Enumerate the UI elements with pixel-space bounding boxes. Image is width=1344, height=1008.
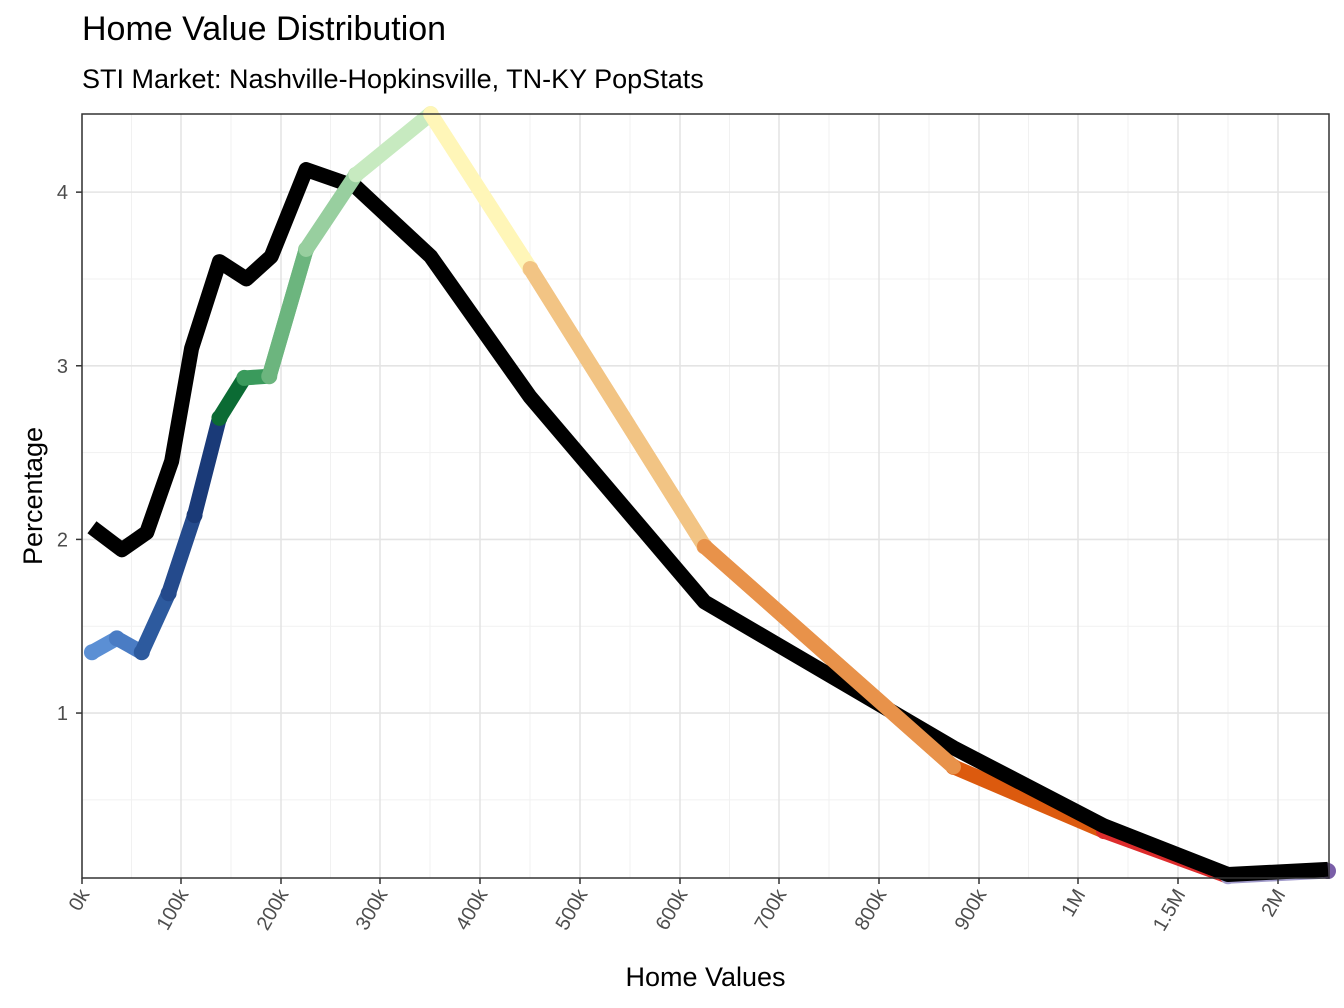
x-tick-label: 500k xyxy=(552,885,593,934)
market-point xyxy=(236,369,253,386)
market-line-segment xyxy=(697,538,961,775)
market-point xyxy=(133,644,150,661)
x-tick-label: 700k xyxy=(751,885,792,934)
popstats-line xyxy=(87,162,1329,883)
market-point xyxy=(186,507,203,524)
market-point xyxy=(108,630,125,647)
market-line-segment xyxy=(423,106,538,277)
x-axis-title: Home Values xyxy=(625,962,785,992)
y-tick-label: 4 xyxy=(57,182,68,204)
y-tick-label: 3 xyxy=(57,356,68,378)
market-line-segment xyxy=(161,507,203,601)
x-tick-label: 1M xyxy=(1057,886,1090,921)
chart-subtitle: STI Market: Nashville-Hopkinsville, TN-K… xyxy=(82,64,704,94)
y-axis-title: Percentage xyxy=(18,427,48,565)
market-line-segment xyxy=(134,585,177,660)
market-line-segment xyxy=(348,106,439,183)
y-tick-label: 2 xyxy=(57,529,68,551)
market-line-segment xyxy=(261,241,314,384)
x-tick-label: 2M xyxy=(1257,886,1290,921)
market-point xyxy=(83,644,100,661)
market-point xyxy=(160,585,177,602)
x-tick-label: 300k xyxy=(352,885,393,934)
panel-border xyxy=(81,113,1330,879)
x-tick-label: 800k xyxy=(851,885,892,934)
y-tick-label: 1 xyxy=(57,703,68,725)
market-line-segment xyxy=(522,261,712,554)
x-tick-label: 400k xyxy=(452,885,493,934)
x-tick-label: 900k xyxy=(951,885,992,934)
panel-background xyxy=(82,114,1329,878)
market-line-segment xyxy=(187,410,227,523)
x-tick-label: 0k xyxy=(65,885,95,915)
chart-title: Home Value Distribution xyxy=(82,10,447,48)
series-lines xyxy=(83,106,1336,885)
x-tick-label: 100k xyxy=(153,885,194,934)
x-tick-label: 200k xyxy=(253,885,294,934)
x-tick-label: 600k xyxy=(652,885,693,934)
x-tick-label: 1.5M xyxy=(1149,886,1190,936)
grid-lines xyxy=(81,114,1329,878)
market-point xyxy=(211,409,228,426)
market-line-segment xyxy=(298,167,364,257)
